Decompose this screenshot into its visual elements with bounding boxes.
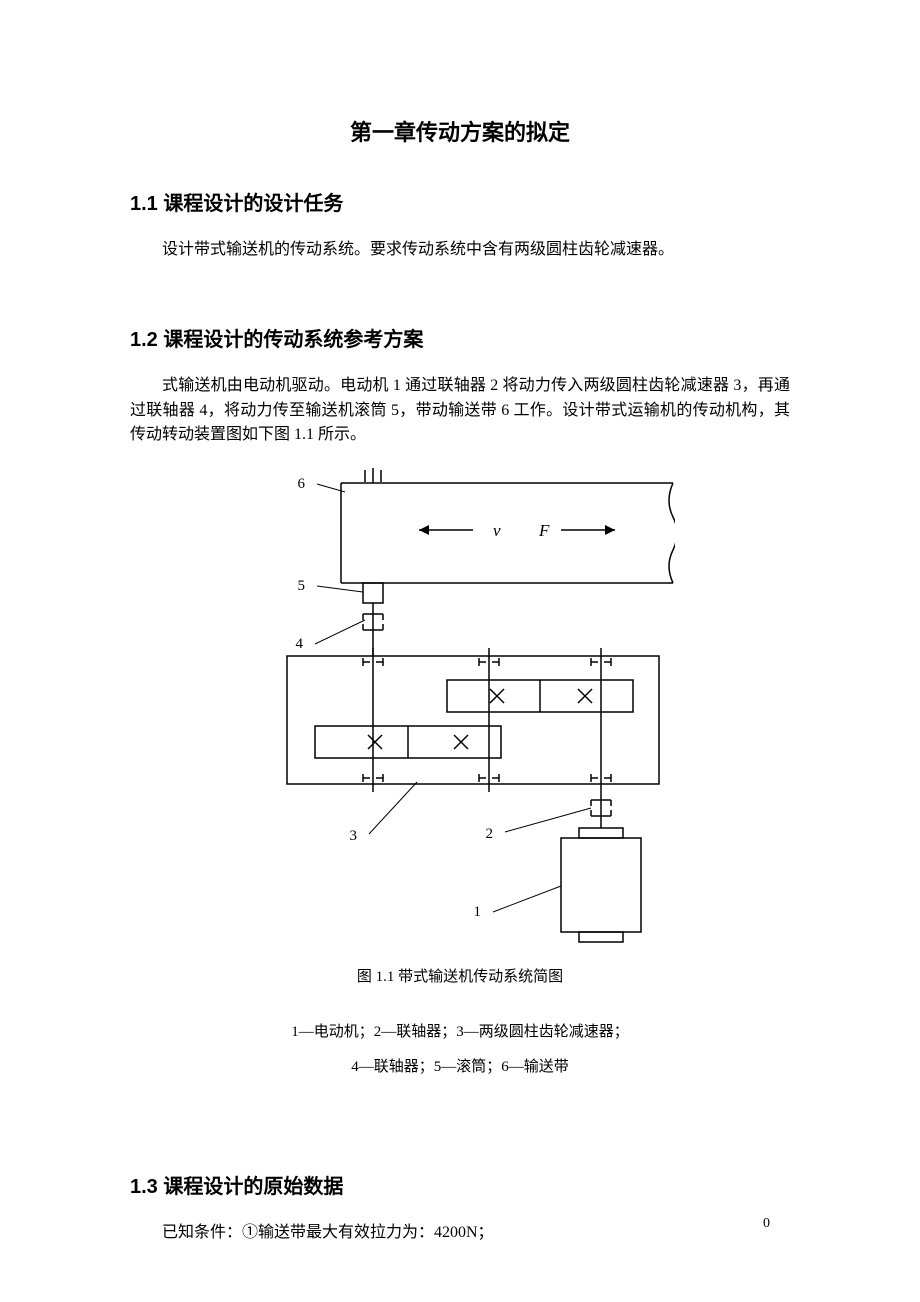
section-2-body: 式输送机由电动机驱动。电动机 1 通过联轴器 2 将动力传入两级圆柱齿轮减速器 … (130, 374, 790, 448)
section-3-body: 已知条件：①输送带最大有效拉力为：4200N； (130, 1221, 790, 1246)
page-number: 0 (763, 1216, 770, 1232)
svg-text:v: v (493, 521, 501, 540)
svg-text:3: 3 (350, 828, 358, 844)
svg-text:4: 4 (296, 636, 304, 652)
svg-text:2: 2 (486, 826, 494, 842)
section-1-heading: 1.1 课程设计的设计任务 (130, 187, 790, 216)
figure-caption: 图 1.1 带式输送机传动系统简图 (357, 965, 563, 986)
figure-legend-2: 4—联轴器；5—滚筒；6—输送带 (351, 1055, 569, 1076)
section-2-heading: 1.2 课程设计的传动系统参考方案 (130, 323, 790, 352)
figure-legend-1: 1—电动机；2—联轴器；3—两级圆柱齿轮减速器； (291, 1020, 629, 1041)
transmission-schematic: v F 6 5 4 3 2 1 (245, 468, 675, 943)
svg-text:1: 1 (474, 904, 482, 920)
figure-1-1: v F 6 5 4 3 2 1 图 1.1 带式输送机传动系统简图 1—电动机；2—联轴器；3… (130, 468, 790, 1090)
section-1-body: 设计带式输送机的传动系统。要求传动系统中含有两级圆柱齿轮减速器。 (130, 238, 790, 263)
section-3-heading: 1.3 课程设计的原始数据 (130, 1170, 790, 1199)
svg-text:F: F (538, 521, 550, 540)
chapter-title: 第一章传动方案的拟定 (130, 115, 790, 147)
svg-text:6: 6 (298, 476, 306, 492)
svg-text:5: 5 (298, 578, 306, 594)
